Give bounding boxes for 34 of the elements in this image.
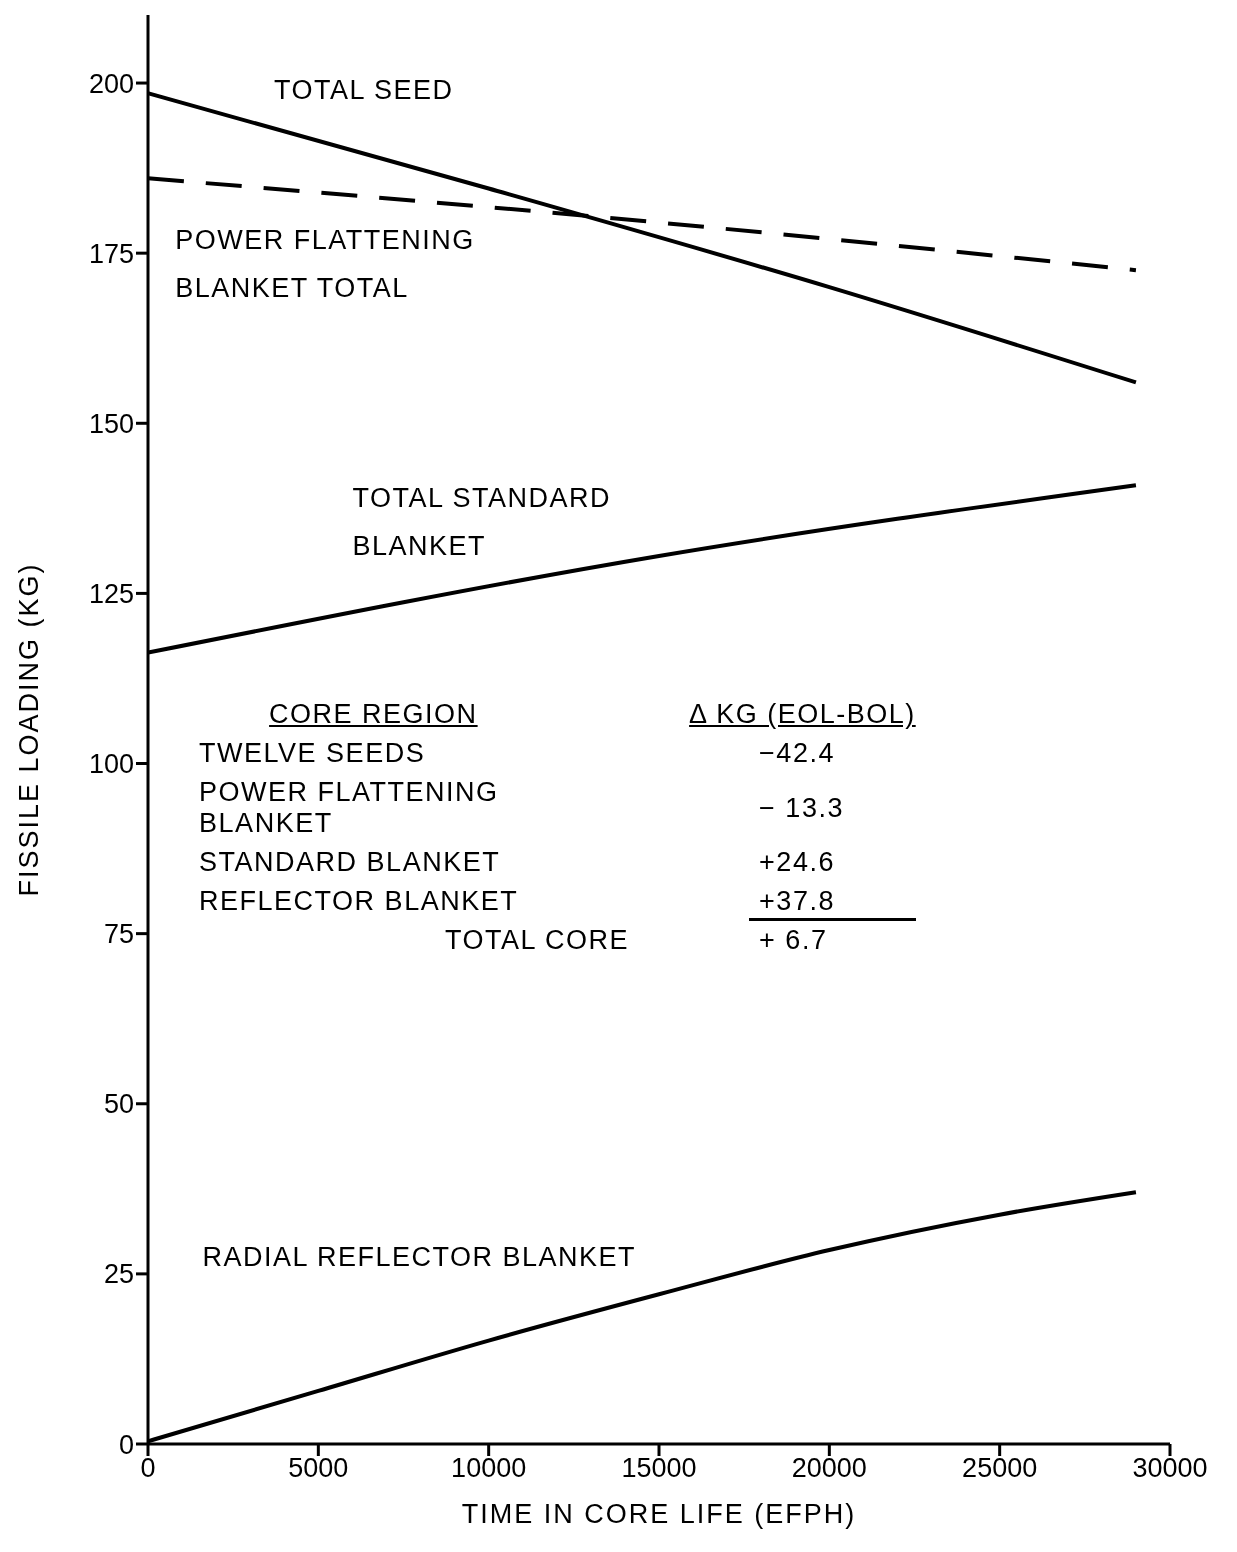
y-tick-label: 175 bbox=[88, 238, 134, 269]
y-tick-label: 125 bbox=[88, 578, 134, 609]
x-axis-title: TIME IN CORE LIFE (EFPH) bbox=[461, 1499, 857, 1530]
y-tick-label: 200 bbox=[88, 68, 134, 99]
y-axis-title: FISSILE LOADING (KG) bbox=[13, 562, 44, 897]
annotation: REFLECTOR BLANKET bbox=[199, 885, 520, 919]
y-tick-label: 150 bbox=[88, 408, 134, 439]
y-tick-label: 75 bbox=[103, 919, 134, 950]
x-tick-label: 15000 bbox=[621, 1453, 697, 1484]
annotation: STANDARD BLANKET bbox=[199, 846, 502, 880]
x-tick-label: 30000 bbox=[1132, 1453, 1208, 1484]
annotation: − 13.3 bbox=[758, 791, 845, 825]
x-tick-label: 10000 bbox=[451, 1453, 527, 1484]
series-label: POWER FLATTENING BLANKET TOTAL bbox=[175, 223, 476, 305]
x-tick-label: 25000 bbox=[962, 1453, 1038, 1484]
y-tick-label: 25 bbox=[103, 1259, 134, 1290]
y-tick-label: 100 bbox=[88, 749, 134, 780]
annotation: Δ KG (EOL-BOL) bbox=[689, 698, 916, 732]
x-tick-label: 0 bbox=[140, 1453, 156, 1484]
x-tick-label: 5000 bbox=[288, 1453, 349, 1484]
annotation: +37.8 bbox=[758, 885, 836, 919]
y-tick-label: 50 bbox=[103, 1089, 134, 1120]
series-label: TOTAL SEED bbox=[274, 73, 455, 107]
y-tick-label: 0 bbox=[118, 1429, 134, 1460]
annotation: TOTAL CORE bbox=[444, 924, 631, 958]
annotation: POWER FLATTENING BLANKET bbox=[199, 776, 500, 841]
annotation: TWELVE SEEDS bbox=[199, 737, 427, 771]
series-label: TOTAL STANDARD BLANKET bbox=[352, 482, 612, 564]
annotation: CORE REGION bbox=[268, 698, 479, 732]
annotation: +24.6 bbox=[758, 846, 836, 880]
annotation: + 6.7 bbox=[758, 924, 829, 958]
annotation: −42.4 bbox=[758, 737, 836, 771]
x-tick-label: 20000 bbox=[791, 1453, 867, 1484]
series-label: RADIAL REFLECTOR BLANKET bbox=[202, 1240, 638, 1274]
